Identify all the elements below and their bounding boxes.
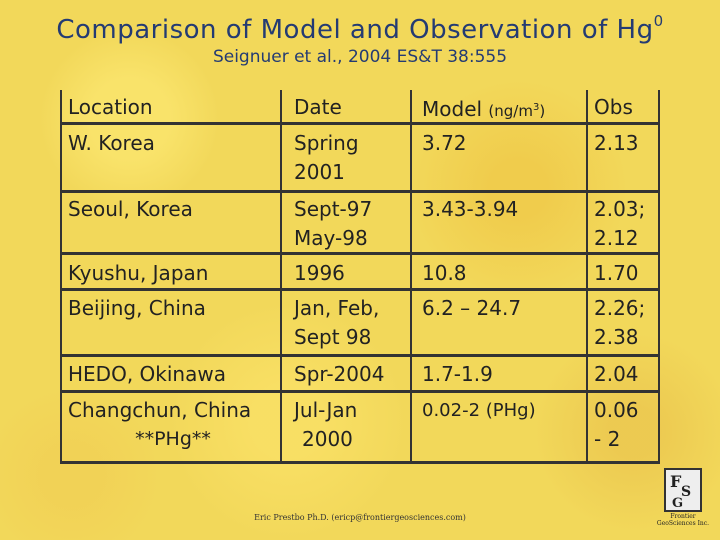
cell-obs: 2.26; 2.38 xyxy=(594,296,646,349)
svg-text:G: G xyxy=(672,496,683,510)
table-rule xyxy=(60,461,660,464)
logo-caption: Frontier GeoSciences Inc. xyxy=(656,513,710,527)
header-date: Date xyxy=(294,95,342,119)
cell-obs: 0.06- 2 xyxy=(594,398,639,451)
cell-model: 10.8 xyxy=(422,261,467,285)
cell-obs: 2.04 xyxy=(594,362,639,386)
table-rule xyxy=(60,288,660,291)
cell-model: 0.02-2 (PHg) xyxy=(422,400,536,421)
header-model-unit: (ng/m3) xyxy=(488,102,546,120)
slide-subtitle: Seignuer et al., 2004 ES&T 38:555 xyxy=(212,47,508,67)
table-column-rule xyxy=(410,90,412,464)
header-location: Location xyxy=(68,95,153,119)
cell-model: 6.2 – 24.7 xyxy=(422,296,522,320)
cell-location: Seoul, Korea xyxy=(68,197,193,221)
table-rule xyxy=(60,354,660,357)
logo-mark: F S G xyxy=(664,468,702,512)
cell-location: W. Korea xyxy=(68,131,155,155)
table-rule xyxy=(60,252,660,255)
header-model-label: Model xyxy=(422,97,483,121)
cell-date: Sept-97 May-98 xyxy=(294,197,373,250)
table-rule xyxy=(60,390,660,393)
slide-title-text: Comparison of Model and Observation of H… xyxy=(56,15,654,45)
table-column-rule xyxy=(658,90,660,464)
frontier-geosciences-logo: F S G Frontier GeoSciences Inc. xyxy=(654,466,712,536)
cell-model: 3.43-3.94 xyxy=(422,197,519,221)
cell-location: HEDO, Okinawa xyxy=(68,362,226,386)
header-obs: Obs xyxy=(594,95,633,119)
header-model: Model (ng/m3) xyxy=(422,93,545,126)
cell-location: Kyushu, Japan xyxy=(68,261,209,285)
title-superscript: 0 xyxy=(653,12,664,30)
table-column-rule xyxy=(280,90,282,464)
logo-letters-icon: F S G xyxy=(670,472,691,511)
cell-obs: 2.13 xyxy=(594,131,639,155)
cell-model: 1.7-1.9 xyxy=(422,362,493,386)
cell-model: 3.72 xyxy=(422,131,467,155)
cell-obs: 1.70 xyxy=(594,261,639,285)
cell-location: Beijing, China xyxy=(68,296,206,320)
cell-date: 1996 xyxy=(294,261,345,285)
cell-location: Changchun, China **PHg** xyxy=(68,398,252,450)
svg-text:S: S xyxy=(681,484,691,500)
cell-date: Spr-2004 xyxy=(294,362,385,386)
table-column-rule xyxy=(60,90,62,464)
svg-text:F: F xyxy=(670,472,682,491)
table-column-rule xyxy=(586,90,588,464)
footer-credit: Eric Prestbo Ph.D. (ericp@frontiergeosci… xyxy=(254,513,466,522)
cell-obs: 2.03; 2.12 xyxy=(594,197,646,250)
comparison-table: Location Date Model (ng/m3) Obs W. Korea… xyxy=(60,90,660,464)
slide-title: Comparison of Model and Observation of H… xyxy=(0,12,720,45)
cell-date: Jul-Jan 2000 xyxy=(294,398,358,451)
table-rule xyxy=(60,190,660,193)
table-rule xyxy=(60,122,660,125)
cell-date: Jan, Feb, Sept 98 xyxy=(294,296,380,349)
cell-date: Spring 2001 xyxy=(294,131,359,184)
